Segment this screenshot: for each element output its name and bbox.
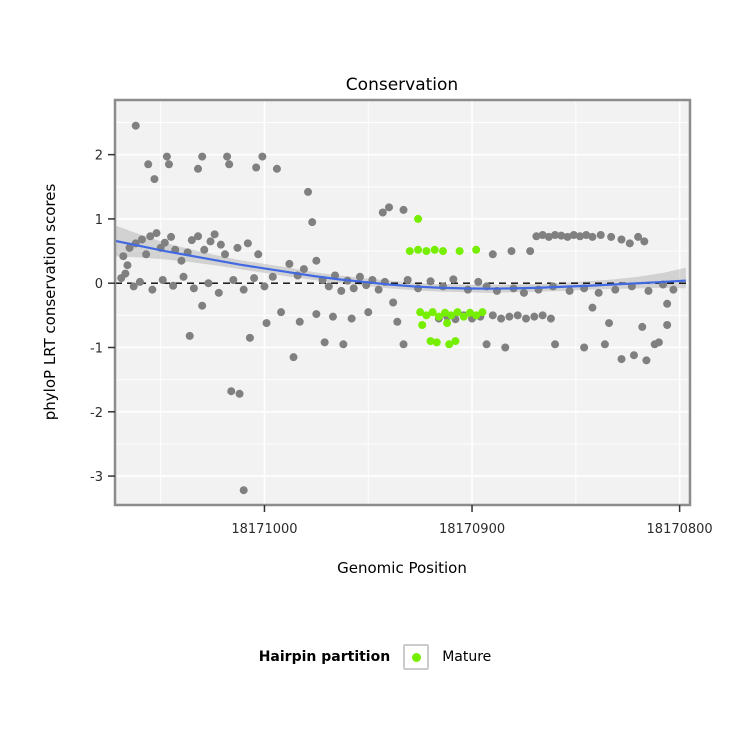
svg-text:1: 1 — [95, 213, 103, 228]
legend-title: Hairpin partition — [258, 649, 391, 665]
legend-key-mature — [403, 644, 430, 670]
y-axis-title: phyloP LRT conservation scores — [41, 184, 59, 421]
plot-panel: 18171000 18170900 18170800 -3 -2 -1 0 1 2 — [90, 98, 713, 537]
svg-text:2: 2 — [95, 149, 103, 164]
legend: Hairpin partition Mature — [0, 644, 750, 670]
svg-text:0: 0 — [95, 277, 103, 292]
chart-title: Conservation — [346, 75, 458, 95]
svg-text:18170900: 18170900 — [439, 522, 505, 537]
svg-text:18170800: 18170800 — [647, 522, 713, 537]
x-axis-title: Genomic Position — [337, 559, 467, 577]
svg-text:-3: -3 — [90, 470, 103, 485]
svg-text:-1: -1 — [90, 342, 103, 357]
mature-dot-icon — [411, 652, 421, 662]
svg-text:-2: -2 — [90, 406, 103, 421]
svg-text:18171000: 18171000 — [231, 522, 297, 537]
legend-label-mature: Mature — [442, 649, 492, 665]
